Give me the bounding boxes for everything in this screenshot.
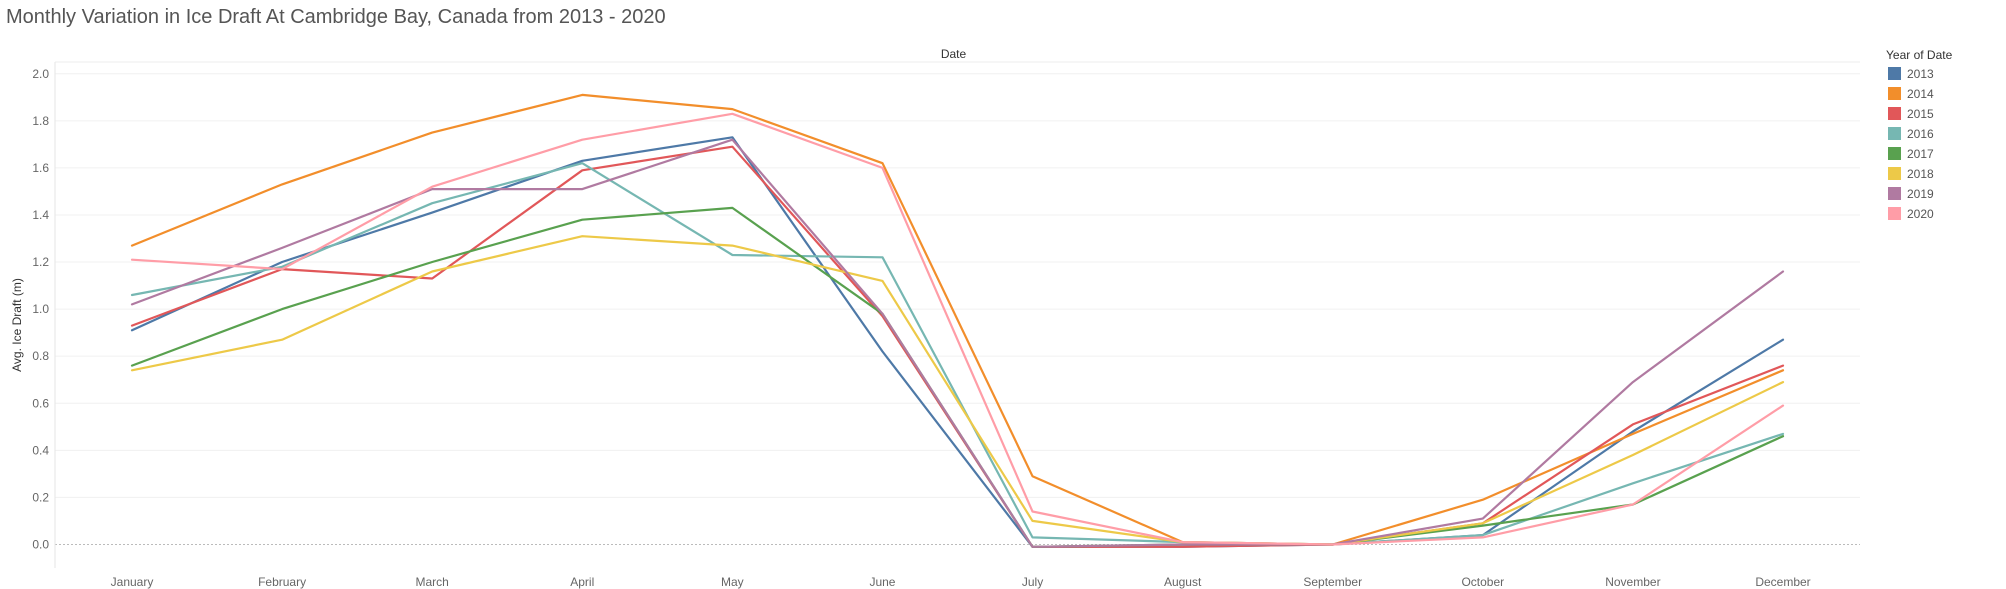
legend-swatch-2015 bbox=[1888, 107, 1901, 120]
x-tick-label: December bbox=[1755, 575, 1810, 589]
x-tick-label: July bbox=[1022, 575, 1043, 589]
x-tick-label: March bbox=[416, 575, 449, 589]
y-axis-title: Avg. Ice Draft (m) bbox=[10, 278, 24, 372]
legend-swatch-2020 bbox=[1888, 207, 1901, 220]
y-tick-label: 0.4 bbox=[32, 443, 49, 457]
series-line-2017 bbox=[130, 206, 1785, 548]
legend-swatch-2013 bbox=[1888, 67, 1901, 80]
legend-swatch-2019 bbox=[1888, 187, 1901, 200]
x-tick-label: November bbox=[1605, 575, 1660, 589]
legend-swatch-2017 bbox=[1888, 147, 1901, 160]
y-tick-label: 0.6 bbox=[32, 396, 49, 410]
series-line-2019 bbox=[130, 138, 1785, 548]
legend-label-2019: 2019 bbox=[1907, 187, 1934, 201]
legend-label-2013: 2013 bbox=[1907, 67, 1934, 81]
x-tick-label: June bbox=[869, 575, 895, 589]
x-tick-label: September bbox=[1303, 575, 1362, 589]
y-tick-label: 2.0 bbox=[32, 67, 49, 81]
y-tick-label: 1.4 bbox=[32, 208, 49, 222]
legend: Year of Date 2013 2014 2015 2016 2017 2018 201… bbox=[1886, 48, 1953, 221]
y-tick-label: 1.8 bbox=[32, 114, 49, 128]
series-lines bbox=[130, 93, 1785, 548]
y-tick-label: 1.2 bbox=[32, 255, 49, 269]
chart-title: Monthly Variation in Ice Draft At Cambri… bbox=[6, 6, 666, 28]
legend-label-2020: 2020 bbox=[1907, 207, 1934, 221]
x-tick-label: October bbox=[1461, 575, 1504, 589]
x-tick-label: February bbox=[258, 575, 306, 589]
y-tick-label: 0.0 bbox=[32, 537, 49, 551]
legend-label-2015: 2015 bbox=[1907, 107, 1934, 121]
legend-swatch-2014 bbox=[1888, 87, 1901, 100]
legend-label-2017: 2017 bbox=[1907, 147, 1934, 161]
legend-label-2018: 2018 bbox=[1907, 167, 1934, 181]
y-tick-label: 0.2 bbox=[32, 490, 49, 504]
y-tick-label: 1.0 bbox=[32, 302, 49, 316]
series-line-2016 bbox=[130, 162, 1785, 546]
axes: 0.0 0.2 0.4 0.6 0.8 1.0 1.2 1.4 1.6 1.8 2.0 January… bbox=[32, 62, 1811, 589]
series-line-2015 bbox=[130, 145, 1785, 548]
legend-label-2014: 2014 bbox=[1907, 87, 1934, 101]
legend-title: Year of Date bbox=[1886, 48, 1953, 62]
series-line-2013 bbox=[130, 136, 1785, 548]
legend-swatch-2018 bbox=[1888, 167, 1901, 180]
y-tick-label: 1.6 bbox=[32, 161, 49, 175]
x-tick-label: January bbox=[111, 575, 154, 589]
series-line-2014 bbox=[130, 93, 1785, 546]
legend-label-2016: 2016 bbox=[1907, 127, 1934, 141]
x-axis-title: Date bbox=[941, 47, 967, 61]
y-tick-label: 0.8 bbox=[32, 349, 49, 363]
series-line-2018 bbox=[130, 235, 1785, 546]
legend-swatch-2016 bbox=[1888, 127, 1901, 140]
x-tick-label: April bbox=[570, 575, 594, 589]
grid-lines bbox=[55, 61, 1860, 545]
series-line-2020 bbox=[130, 112, 1785, 546]
x-tick-label: August bbox=[1164, 575, 1202, 589]
x-tick-label: May bbox=[721, 575, 744, 589]
